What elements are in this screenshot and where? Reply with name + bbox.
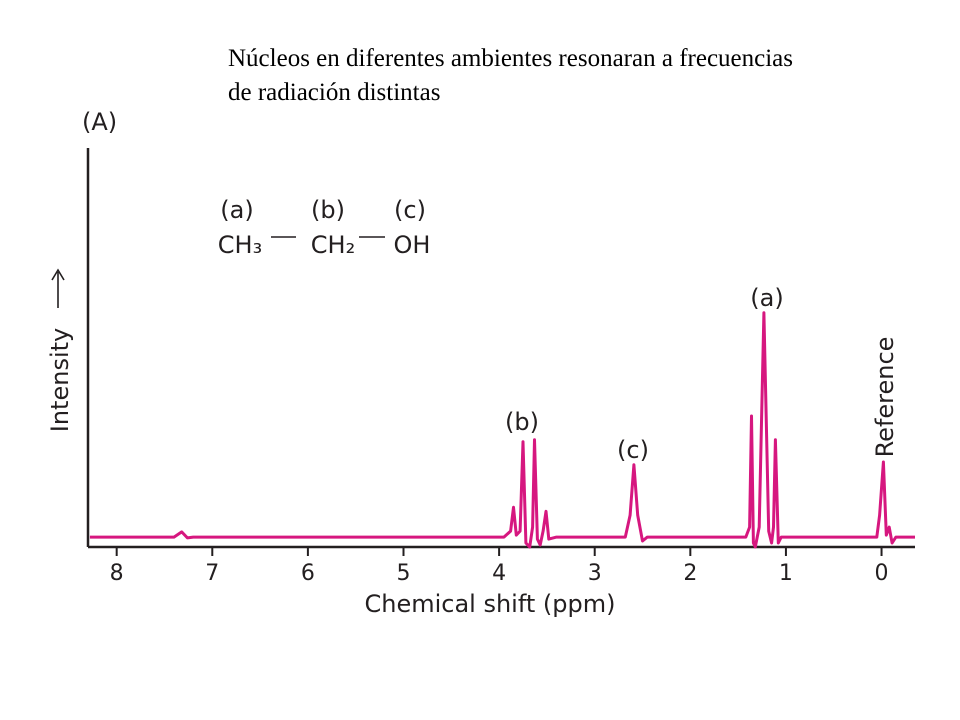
x-tick-label: 7 — [205, 561, 219, 586]
x-tick-label: 5 — [397, 561, 411, 586]
y-axis-label: Intensity — [46, 328, 74, 432]
molecule-group: OH — [394, 231, 431, 259]
x-axis-label: Chemical shift (ppm) — [364, 590, 615, 618]
x-tick-label: 2 — [683, 561, 697, 586]
x-tick-label: 6 — [301, 561, 315, 586]
molecule-label: (b) — [311, 196, 345, 224]
peak-label: (a) — [750, 284, 783, 312]
x-tick-label: 0 — [875, 561, 889, 586]
x-tick-label: 3 — [588, 561, 602, 586]
x-tick-label: 8 — [110, 561, 124, 586]
x-tick-label: 1 — [779, 561, 793, 586]
x-tick-label: 4 — [492, 561, 506, 586]
peak-label: (b) — [505, 408, 539, 436]
molecule-group: CH₂ — [311, 231, 355, 259]
molecule-label: (c) — [394, 196, 426, 224]
molecule-label: (a) — [220, 196, 253, 224]
spectrum-line — [89, 311, 915, 549]
peak-label: Reference — [871, 337, 899, 458]
panel-label: (A) — [82, 108, 117, 136]
molecule-group: CH₃ — [218, 231, 262, 259]
y-arrow — [51, 268, 65, 308]
chart-title: Núcleos en diferentes ambientes resonara… — [228, 45, 794, 106]
peak-label: (c) — [617, 436, 649, 464]
